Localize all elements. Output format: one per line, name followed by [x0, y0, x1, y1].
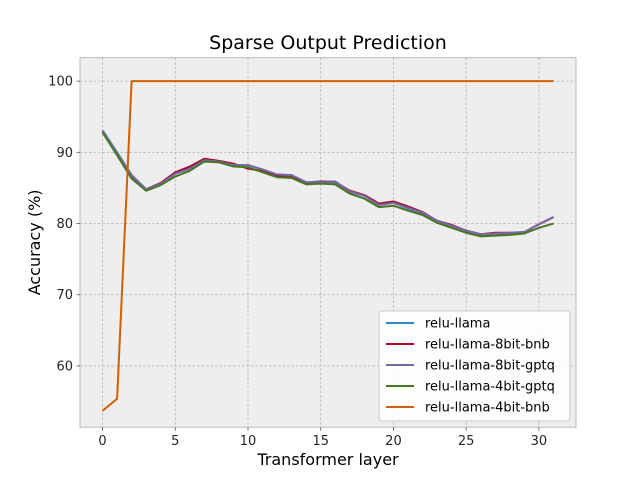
- x-tick-label: 5: [171, 434, 179, 449]
- x-tick-label: 10: [240, 434, 257, 449]
- y-tick-label: 70: [56, 288, 73, 303]
- legend-label: relu-llama-4bit-bnb: [425, 401, 550, 416]
- x-tick-label: 20: [385, 434, 402, 449]
- x-tick-label: 25: [458, 434, 475, 449]
- x-tick-label: 0: [98, 434, 106, 449]
- legend: relu-llama relu-llama-8bit-bnb relu-llama-…: [378, 310, 571, 422]
- series-line-4: [101, 131, 554, 238]
- series-line-5: [101, 80, 554, 412]
- plot-frame: [79, 57, 577, 428]
- y-axis-ticks: 60 70 80 90 100: [48, 75, 80, 374]
- y-tick-label: 100: [48, 75, 73, 90]
- y-axis-label: Accuracy (%): [25, 189, 44, 295]
- y-tick-label: 60: [56, 359, 73, 374]
- x-tick-label: 15: [312, 434, 329, 449]
- y-tick-label: 90: [56, 146, 73, 161]
- legend-frame: [378, 310, 571, 422]
- legend-label: relu-llama-4bit-gptq: [425, 380, 555, 395]
- x-axis-label: Transformer layer: [256, 450, 399, 469]
- legend-items: relu-llama relu-llama-8bit-bnb relu-llama-…: [386, 317, 555, 416]
- legend-label: relu-llama: [425, 317, 490, 332]
- series-line-3: [101, 130, 554, 236]
- chart-title: Sparse Output Prediction: [209, 32, 447, 54]
- legend-label: relu-llama-8bit-bnb: [425, 338, 550, 353]
- series-layer: [101, 80, 554, 412]
- x-axis-ticks: 0 5 10 15 20 25 30: [98, 427, 547, 449]
- y-tick-label: 80: [56, 217, 73, 232]
- x-tick-label: 30: [531, 434, 548, 449]
- legend-label: relu-llama-8bit-gptq: [425, 359, 555, 374]
